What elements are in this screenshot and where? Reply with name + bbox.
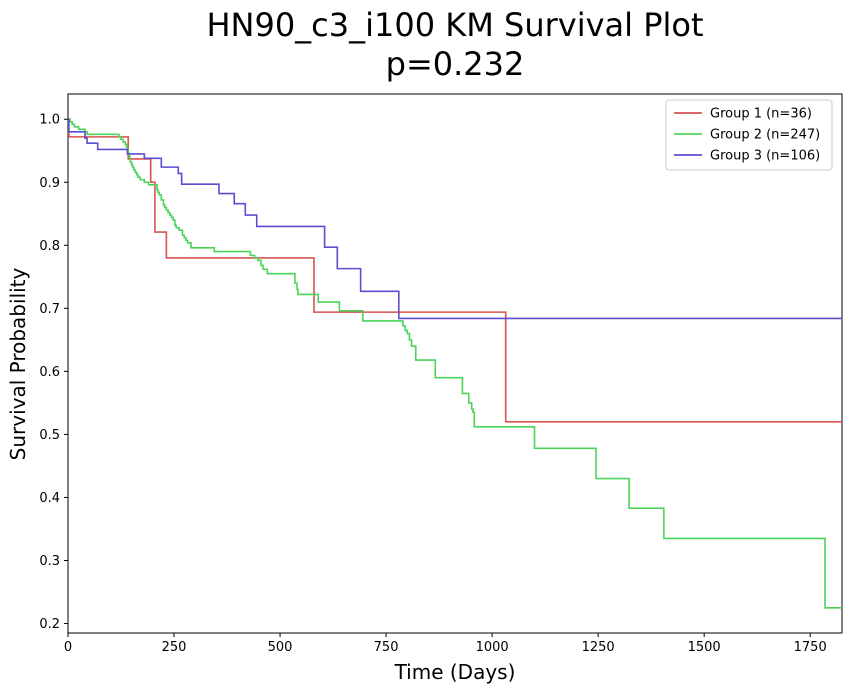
x-tick-label: 250	[162, 640, 187, 655]
x-tick-label: 1250	[582, 640, 615, 655]
legend-box	[665, 99, 833, 171]
ticks-layer: 0 250 500 750 1000 1250 1500 1750 0.2 0.3 0.4 0.5 0.…	[39, 113, 826, 655]
y-tick-label: 0.4	[39, 491, 60, 506]
y-tick-label: 0.9	[39, 176, 60, 191]
y-tick-label: 0.7	[39, 302, 60, 317]
x-axis-label: Time (Days)	[394, 660, 516, 684]
x-tick-label: 1500	[688, 640, 721, 655]
y-tick-label: 0.5	[39, 428, 60, 443]
x-tick-label: 500	[268, 640, 293, 655]
y-tick-label: 0.2	[39, 617, 60, 632]
y-axis-label: Survival Probability	[6, 267, 30, 460]
legend-label-group-3: Group 3 (n=106)	[710, 149, 820, 164]
plot-frame	[67, 93, 843, 634]
x-tick-label: 0	[64, 640, 72, 655]
y-tick-label: 0.6	[39, 365, 60, 380]
legend-label-group-2: Group 2 (n=247)	[710, 128, 820, 143]
x-tick-label: 1750	[794, 640, 827, 655]
legend-label-group-1: Group 1 (n=36)	[710, 107, 812, 122]
legend: Group 1 (n=36) Group 2 (n=247) Group 3 (n=…	[665, 99, 833, 171]
chart-subtitle: p=0.232	[386, 45, 525, 83]
y-tick-label: 1.0	[39, 113, 60, 128]
series-line-group-3	[68, 118, 842, 320]
series-line-group-1	[68, 118, 842, 423]
plot-area	[67, 93, 843, 634]
series-line-group-2	[68, 118, 842, 609]
series-layer	[68, 118, 842, 609]
x-tick-label: 750	[374, 640, 399, 655]
x-tick-label: 1000	[476, 640, 509, 655]
y-tick-label: 0.3	[39, 554, 60, 569]
chart-title: HN90_c3_i100 KM Survival Plot	[206, 6, 703, 44]
y-tick-label: 0.8	[39, 239, 60, 254]
